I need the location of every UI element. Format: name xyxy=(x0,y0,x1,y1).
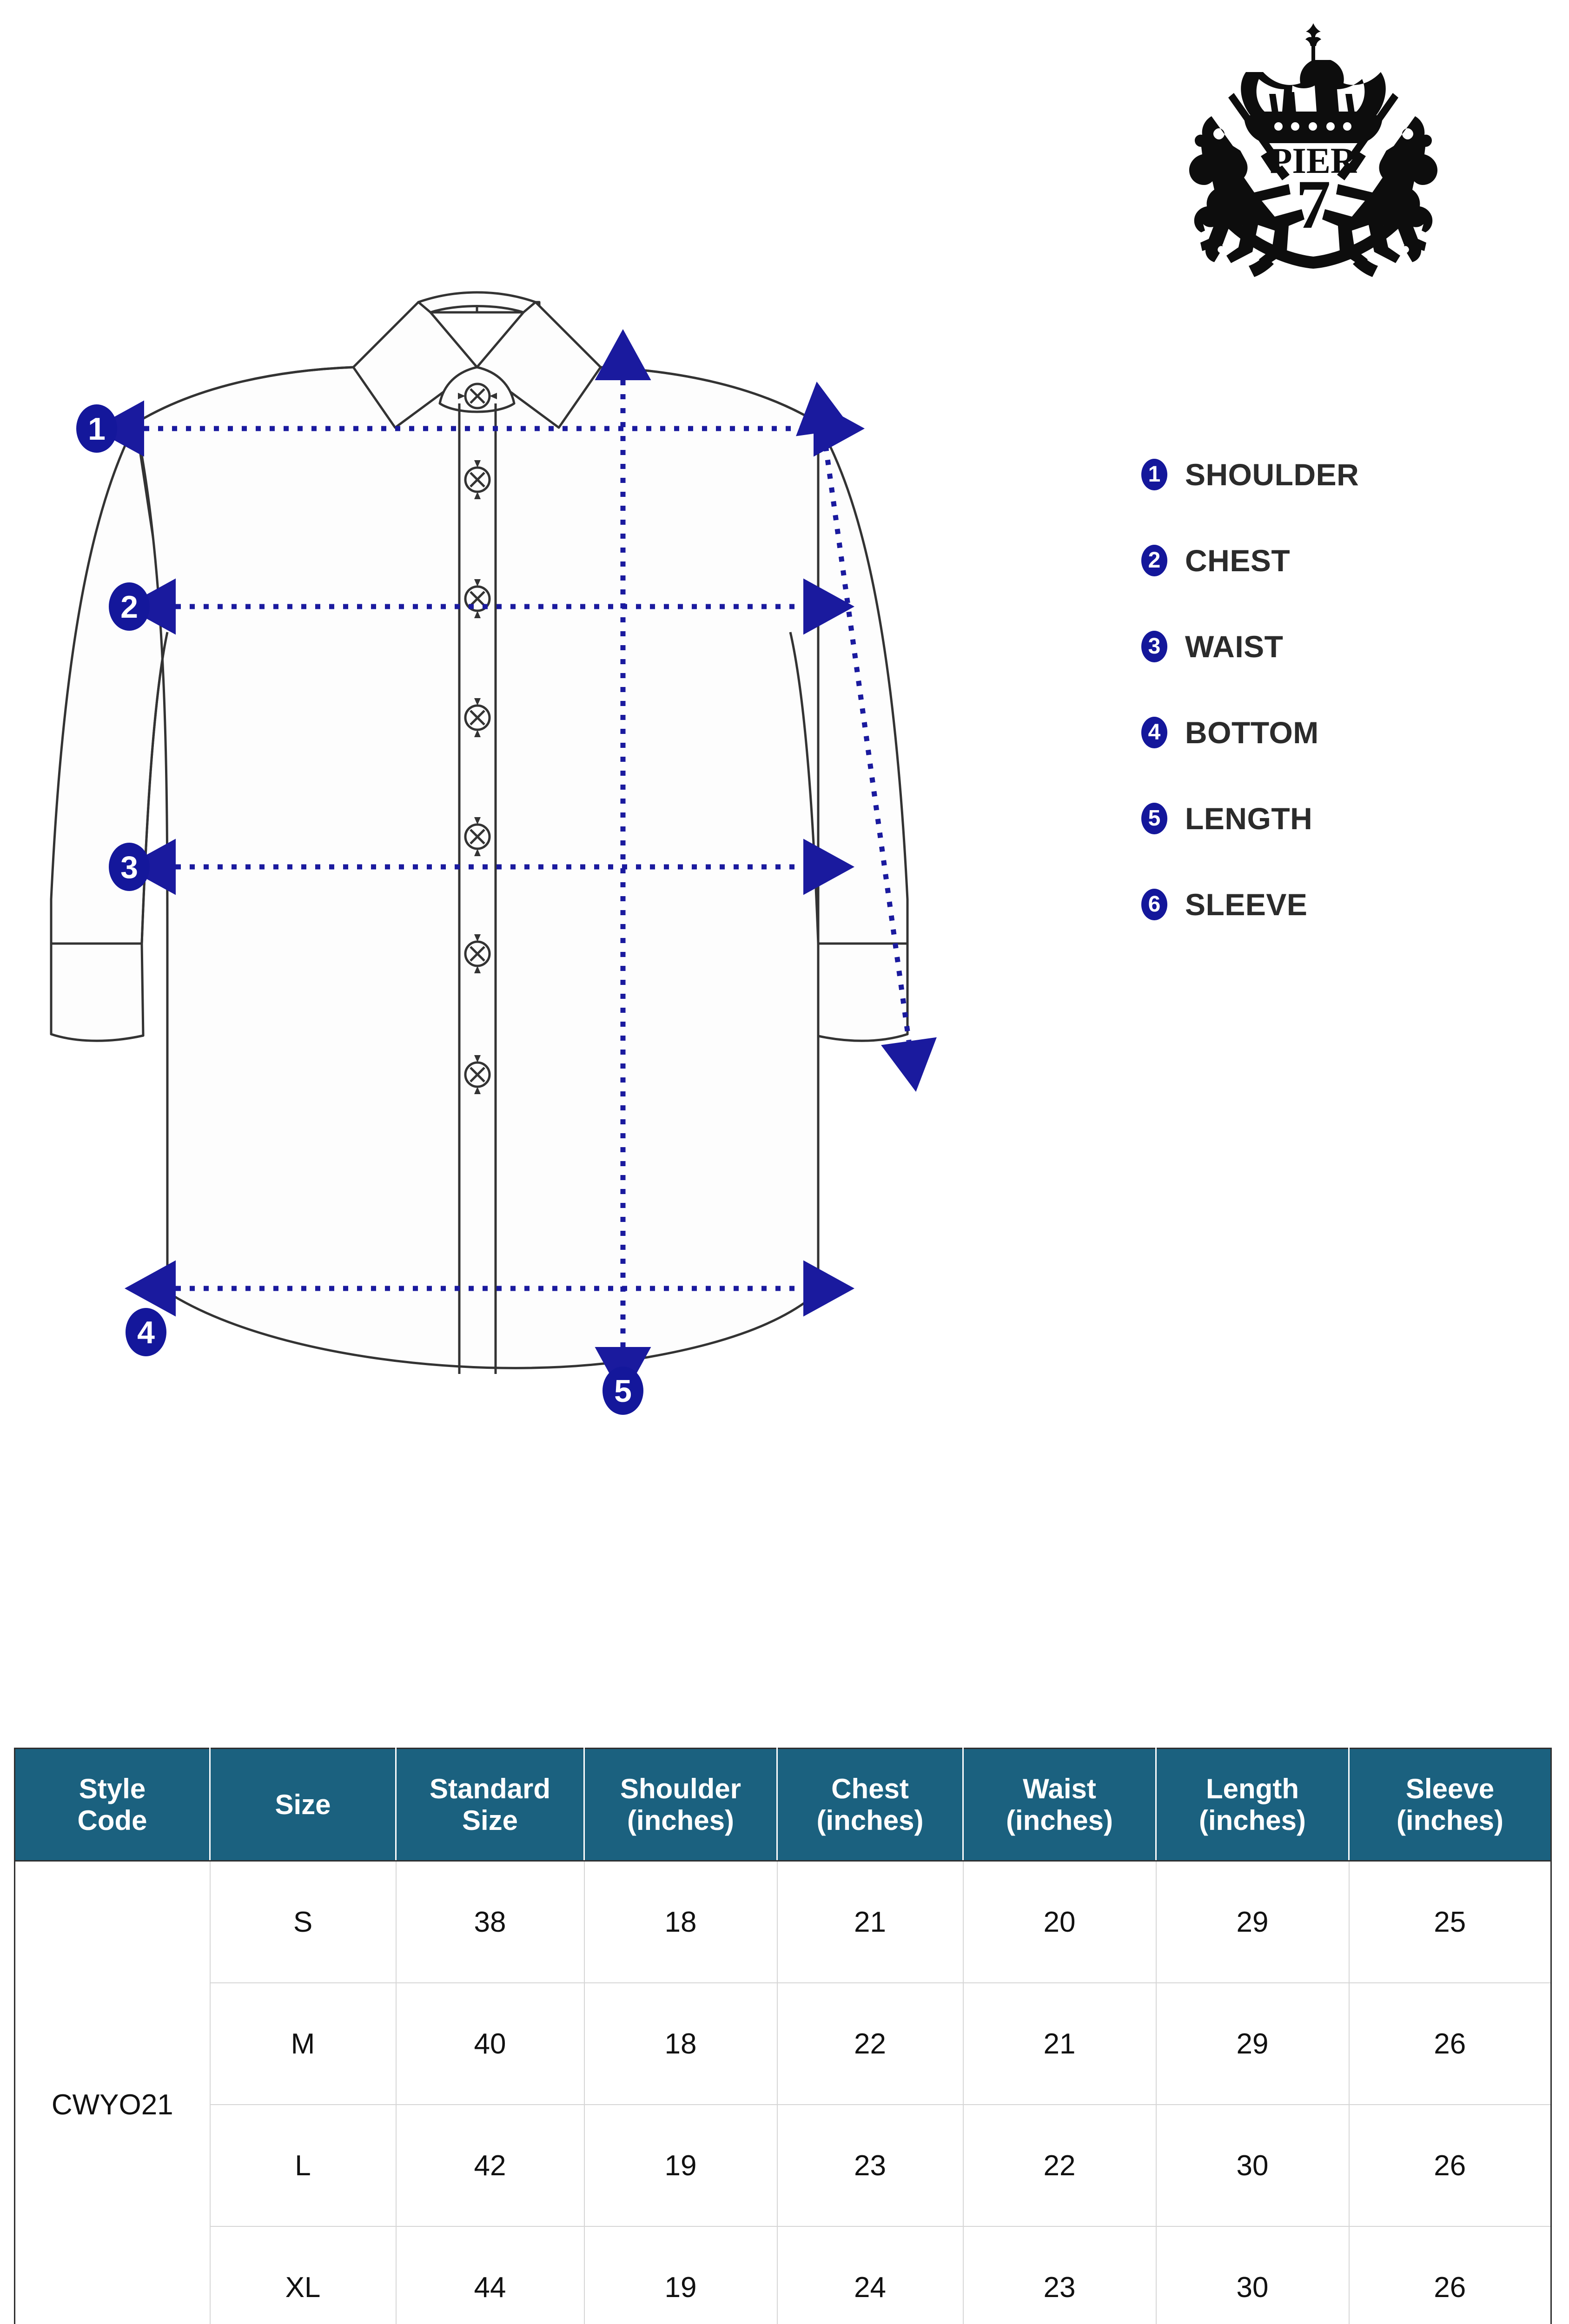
diagram-marker-5: 5 xyxy=(602,1367,643,1415)
table-row: CWYO21 S 38 18 21 20 29 25 xyxy=(14,1860,1552,2324)
legend-badge-4-icon: 4 xyxy=(1141,717,1167,748)
hdr-line-2: (inches) xyxy=(1006,1804,1113,1836)
svg-text:3: 3 xyxy=(120,850,138,885)
svg-text:1: 1 xyxy=(88,411,106,447)
legend-item-bottom: 4 BOTTOM xyxy=(1141,711,1550,754)
cell-chest: 22 xyxy=(776,1982,964,2105)
cell-standard-size: 38 xyxy=(395,1860,585,1983)
table-header-row: Style Code Size Standard Size Shoulder (inc… xyxy=(14,1748,1551,1862)
column-header-standard-size: Standard Size xyxy=(396,1748,585,1862)
brand-name-top: PIER xyxy=(1270,140,1357,181)
legend-badge-6-icon: 6 xyxy=(1141,889,1167,920)
cell-sleeve: 25 xyxy=(1348,1860,1552,1983)
cell-length: 29 xyxy=(1155,1982,1350,2105)
diagram-markers: 1 2 3 4 5 xyxy=(76,404,643,1415)
legend-label-sleeve: SLEEVE xyxy=(1185,887,1308,922)
hdr-line-2: Size xyxy=(462,1804,518,1836)
cell-shoulder: 18 xyxy=(583,1860,778,1983)
legend-badge-3-icon: 3 xyxy=(1141,631,1167,662)
diagram-marker-1: 1 xyxy=(76,404,117,453)
brand-logo: PIER 7 xyxy=(1130,9,1497,288)
cell-sleeve: 26 xyxy=(1348,2226,1552,2324)
cell-style-code: CWYO21 xyxy=(14,1860,211,2324)
cell-shoulder: 19 xyxy=(583,2104,778,2227)
hdr-line-1: Length xyxy=(1206,1773,1299,1805)
cell-size: XL xyxy=(209,2226,397,2324)
cell-standard-size: 44 xyxy=(395,2226,585,2324)
column-header-size: Size xyxy=(210,1748,397,1862)
cell-shoulder: 19 xyxy=(583,2226,778,2324)
cell-size: M xyxy=(209,1982,397,2105)
column-header-chest: Chest (inches) xyxy=(777,1748,964,1862)
legend-item-waist: 3 WAIST xyxy=(1141,625,1550,668)
hdr-line-2: (inches) xyxy=(816,1804,924,1836)
shirt-measurement-diagram: 1 2 3 4 5 xyxy=(28,279,1027,1418)
svg-text:5: 5 xyxy=(614,1373,632,1409)
cell-waist: 23 xyxy=(962,2226,1157,2324)
table-row: L 42 19 23 22 30 26 xyxy=(15,2104,1552,2227)
legend-badge-2-icon: 2 xyxy=(1141,545,1167,576)
diagram-marker-4: 4 xyxy=(126,1308,166,1356)
hdr-line-2: (inches) xyxy=(1396,1804,1504,1836)
cell-sleeve: 26 xyxy=(1348,1982,1552,2105)
legend-badge-1-icon: 1 xyxy=(1141,459,1167,490)
legend-label-shoulder: SHOULDER xyxy=(1185,457,1359,492)
column-header-shoulder: Shoulder (inches) xyxy=(584,1748,778,1862)
cell-length: 29 xyxy=(1155,1860,1350,1983)
hdr-line-2: Code xyxy=(77,1804,147,1836)
legend-label-length: LENGTH xyxy=(1185,801,1313,836)
cell-size: L xyxy=(209,2104,397,2227)
hdr-line-1: Size xyxy=(275,1789,331,1820)
hdr-line-1: Chest xyxy=(831,1773,909,1805)
hdr-line-2: (inches) xyxy=(1198,1804,1306,1836)
cell-waist: 22 xyxy=(962,2104,1157,2227)
measurement-lines xyxy=(93,329,937,1398)
column-header-sleeve: Sleeve (inches) xyxy=(1349,1748,1551,1862)
svg-text:2: 2 xyxy=(120,589,138,625)
table-row: XL 44 19 24 23 30 26 xyxy=(15,2226,1552,2324)
diagram-marker-3: 3 xyxy=(109,843,150,891)
table-body: CWYO21 S 38 18 21 20 29 25 M 40 18 22 21… xyxy=(14,1860,1552,2324)
table-row: M 40 18 22 21 29 26 xyxy=(15,1982,1552,2105)
cell-shoulder: 18 xyxy=(583,1982,778,2105)
column-header-length: Length (inches) xyxy=(1156,1748,1350,1862)
legend-label-bottom: BOTTOM xyxy=(1185,715,1319,750)
size-chart-table: Style Code Size Standard Size Shoulder (inc… xyxy=(14,1748,1552,2324)
cell-chest: 24 xyxy=(776,2226,964,2324)
hdr-line-2: (inches) xyxy=(627,1804,735,1836)
cell-standard-size: 40 xyxy=(395,1982,585,2105)
cell-waist: 20 xyxy=(962,1860,1157,1983)
cell-length: 30 xyxy=(1155,2104,1350,2227)
hdr-line-1: Sleeve xyxy=(1405,1773,1495,1805)
column-header-style-code: Style Code xyxy=(14,1748,211,1862)
legend-label-chest: CHEST xyxy=(1185,543,1291,578)
brand-name-bottom: 7 xyxy=(1296,166,1331,243)
hdr-line-1: Standard xyxy=(429,1773,551,1805)
diagram-marker-2: 2 xyxy=(109,582,150,631)
cell-length: 30 xyxy=(1155,2226,1350,2324)
legend-item-shoulder: 1 SHOULDER xyxy=(1141,453,1550,496)
measurement-legend: 1 SHOULDER 2 CHEST 3 WAIST 4 BOTTOM 5 LE… xyxy=(1141,453,1550,969)
legend-label-waist: WAIST xyxy=(1185,629,1284,664)
legend-badge-5-icon: 5 xyxy=(1141,803,1167,834)
cell-chest: 21 xyxy=(776,1860,964,1983)
legend-item-length: 5 LENGTH xyxy=(1141,797,1550,840)
legend-item-chest: 2 CHEST xyxy=(1141,539,1550,582)
svg-text:4: 4 xyxy=(137,1315,155,1350)
cell-sleeve: 26 xyxy=(1348,2104,1552,2227)
heraldic-crest-icon: PIER 7 xyxy=(1189,23,1437,277)
cell-waist: 21 xyxy=(962,1982,1157,2105)
hdr-line-1: Style xyxy=(79,1773,146,1805)
cell-chest: 23 xyxy=(776,2104,964,2227)
cell-size: S xyxy=(209,1860,397,1983)
legend-item-sleeve: 6 SLEEVE xyxy=(1141,883,1550,926)
column-header-waist: Waist (inches) xyxy=(963,1748,1157,1862)
cell-standard-size: 42 xyxy=(395,2104,585,2227)
hdr-line-1: Waist xyxy=(1023,1773,1096,1805)
hdr-line-1: Shoulder xyxy=(620,1773,741,1805)
size-chart-table-container: Style Code Size Standard Size Shoulder (inc… xyxy=(14,1748,1552,2324)
